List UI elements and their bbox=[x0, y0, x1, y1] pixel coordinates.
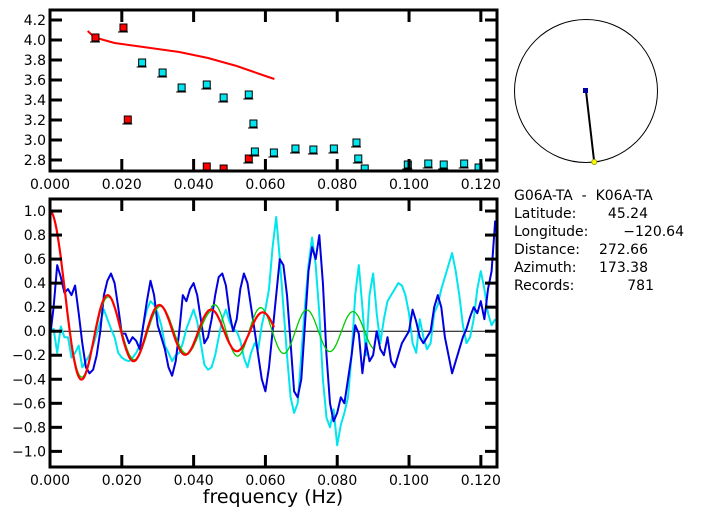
cyan-points-marker bbox=[460, 159, 469, 168]
correlation-ticks: 0.000 0.020 0.040 0.060 0.080 0.100 0.120 −1.0 −… bbox=[12, 199, 501, 489]
correlation-series-group bbox=[50, 209, 497, 447]
cyan-points-marker bbox=[354, 154, 363, 163]
azimuth-circle bbox=[514, 19, 658, 163]
correlation-xtick-label: 0.100 bbox=[389, 473, 429, 489]
correlation-ytick-label: 0.4 bbox=[24, 276, 46, 292]
dispersion-xtick-label: 0.060 bbox=[245, 177, 285, 193]
cyan-points-marker bbox=[177, 83, 186, 92]
correlation-xtick-label: 0.040 bbox=[174, 473, 214, 489]
latitude-value: 45.24 bbox=[608, 206, 648, 222]
correlation-ytick-label: 0.8 bbox=[24, 228, 46, 244]
correlation-ytick-label: −0.2 bbox=[12, 348, 46, 364]
correlation-xtick-label: 0.020 bbox=[102, 473, 142, 489]
dispersion-xtick-label: 0.100 bbox=[389, 177, 429, 193]
correlation-xtick-label: 0.080 bbox=[317, 473, 357, 489]
cyan-points-marker bbox=[329, 144, 338, 153]
correlation-ytick-label: 0.0 bbox=[24, 324, 46, 340]
cyan-points-marker bbox=[309, 145, 318, 154]
longitude-label: Longitude: bbox=[514, 224, 588, 240]
dispersion-ytick-label: 3.6 bbox=[24, 73, 46, 89]
red-points-marker bbox=[219, 164, 228, 171]
station-pair-label: G06A-TA - K06A-TA bbox=[514, 188, 653, 204]
correlation-xtick-label: 0.000 bbox=[30, 473, 70, 489]
correlation-ytick-label: 0.6 bbox=[24, 252, 46, 268]
dispersion-plot: 0.000 0.020 0.040 0.060 0.080 0.100 0.120 2.8 3.… bbox=[24, 8, 501, 193]
cyan-points-marker bbox=[360, 164, 369, 171]
azimuth-value: 173.38 bbox=[599, 260, 648, 276]
station-info-panel: G06A-TA - K06A-TA Latitude: 45.24 Longit… bbox=[514, 188, 684, 294]
longitude-value: −120.64 bbox=[623, 224, 684, 240]
station-azimuth-map bbox=[514, 19, 658, 165]
correlation-xtick-label: 0.060 bbox=[245, 473, 285, 489]
cyan-points-marker bbox=[138, 58, 147, 67]
correlation-ytick-label: −1.0 bbox=[12, 444, 46, 460]
cyan-points-marker bbox=[352, 138, 361, 147]
cyan-points-marker bbox=[158, 68, 167, 77]
dispersion-series-group bbox=[87, 23, 483, 171]
red-points-marker bbox=[244, 154, 253, 163]
source-station-marker bbox=[583, 88, 588, 93]
latitude-label: Latitude: bbox=[514, 206, 576, 222]
cyan-points-marker bbox=[439, 160, 448, 169]
red-points-marker bbox=[123, 115, 132, 124]
cyan-points-marker bbox=[269, 148, 278, 157]
dispersion-xtick-label: 0.000 bbox=[30, 177, 70, 193]
cyan-points-marker bbox=[244, 90, 253, 99]
receiver-station-marker bbox=[591, 159, 598, 165]
dispersion-ytick-label: 4.2 bbox=[24, 13, 46, 29]
dispersion-ytick-label: 4.0 bbox=[24, 33, 46, 49]
cyan-points-marker bbox=[291, 144, 300, 153]
dispersion-xtick-label: 0.020 bbox=[102, 177, 142, 193]
dispersion-xtick-label: 0.080 bbox=[317, 177, 357, 193]
dispersion-ytick-label: 3.4 bbox=[24, 93, 46, 109]
dispersion-data-layer bbox=[87, 23, 483, 171]
red-points-marker bbox=[202, 162, 211, 171]
records-value: 781 bbox=[627, 278, 654, 294]
dispersion-plot-frame bbox=[48, 8, 499, 173]
dispersion-ytick-label: 3.2 bbox=[24, 113, 46, 129]
records-label: Records: bbox=[514, 278, 574, 294]
red-model-line bbox=[50, 209, 276, 381]
cyan-observed-line bbox=[50, 216, 497, 447]
correlation-ytick-label: −0.4 bbox=[12, 372, 46, 388]
distance-label: Distance: bbox=[514, 242, 580, 258]
reference-curve-line bbox=[87, 30, 275, 80]
dispersion-ytick-label: 3.8 bbox=[24, 53, 46, 69]
distance-value: 272.66 bbox=[599, 242, 648, 258]
x-axis-title: frequency (Hz) bbox=[203, 486, 343, 508]
correlation-plot-frame bbox=[48, 197, 499, 469]
cyan-points-marker bbox=[424, 159, 433, 168]
dispersion-xtick-label: 0.120 bbox=[461, 177, 501, 193]
dispersion-ytick-label: 3.0 bbox=[24, 133, 46, 149]
correlation-ytick-label: 1.0 bbox=[24, 204, 46, 220]
correlation-data-layer bbox=[50, 209, 497, 447]
azimuth-label: Azimuth: bbox=[514, 260, 576, 276]
correlation-xtick-label: 0.120 bbox=[461, 473, 501, 489]
cyan-points-marker bbox=[249, 119, 258, 128]
azimuth-path-line bbox=[585, 90, 596, 163]
correlation-ytick-label: −0.8 bbox=[12, 420, 46, 436]
red-points-marker bbox=[91, 33, 100, 42]
cyan-points-marker bbox=[202, 80, 211, 89]
dispersion-xtick-label: 0.040 bbox=[174, 177, 214, 193]
correlation-ytick-label: 0.2 bbox=[24, 300, 46, 316]
correlation-ytick-label: −0.6 bbox=[12, 396, 46, 412]
cyan-points-marker bbox=[219, 93, 228, 102]
dispersion-ticks: 0.000 0.020 0.040 0.060 0.080 0.100 0.120 2.8 3.… bbox=[24, 10, 501, 193]
cyan-points-marker bbox=[250, 147, 259, 156]
correlation-plot: 0.000 0.020 0.040 0.060 0.080 0.100 0.120 −1.0 −… bbox=[12, 197, 501, 508]
dispersion-ytick-label: 2.8 bbox=[24, 153, 46, 169]
red-points-marker bbox=[119, 23, 128, 32]
